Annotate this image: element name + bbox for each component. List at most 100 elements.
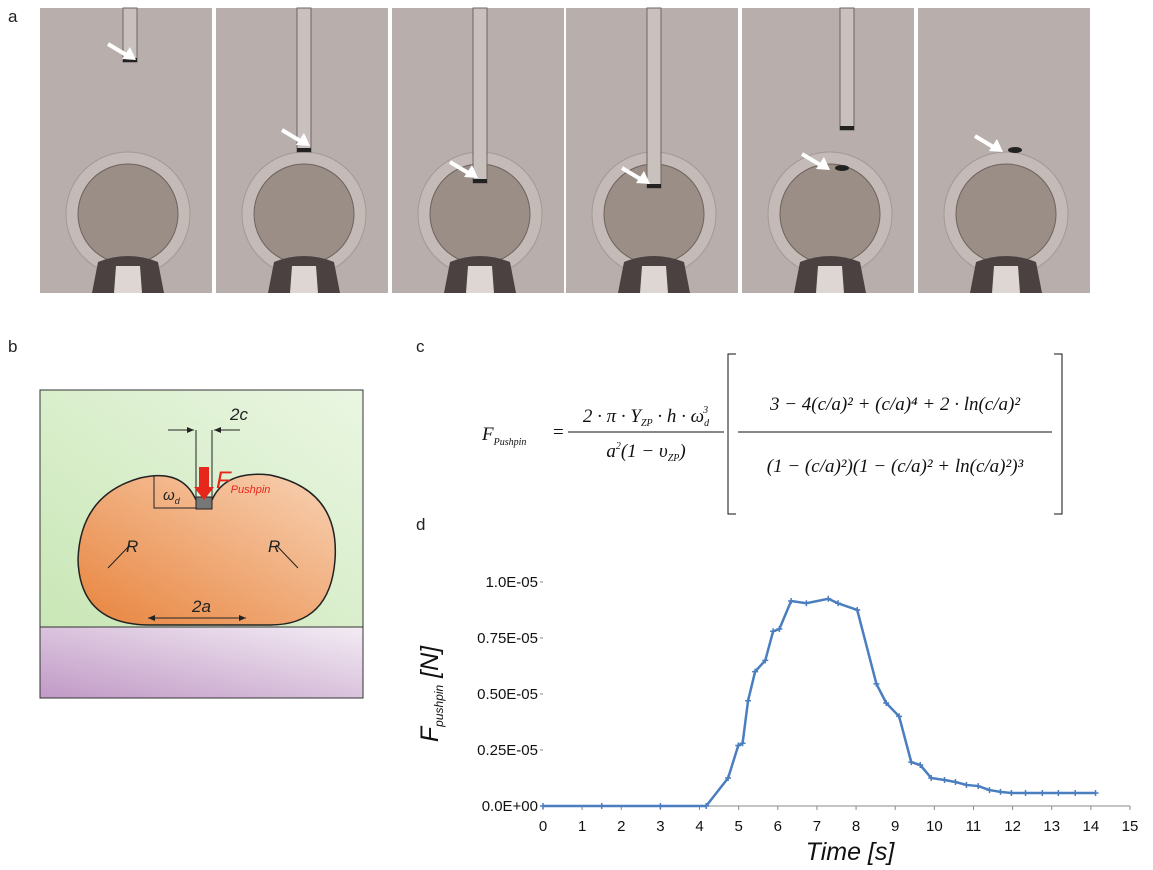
arrow (448, 160, 472, 176)
y-tick-label: 0.75E-05 (477, 630, 538, 647)
pipette (195, 430, 213, 497)
holding-pipette-core (290, 266, 318, 293)
x-tick-label: 2 (617, 818, 625, 835)
radius-label: R (268, 537, 280, 556)
injection-pipette (646, 7, 662, 189)
data-point (540, 803, 546, 809)
injection-pipette (839, 7, 855, 131)
pipette-tip (123, 58, 137, 62)
x-tick-label: 15 (1122, 818, 1139, 835)
arrowhead (296, 133, 310, 146)
data-point (776, 626, 783, 633)
data-point (952, 779, 959, 786)
x-tick-label: 14 (1083, 818, 1100, 835)
x-tick-label: 13 (1043, 818, 1060, 835)
arrow (106, 42, 130, 58)
data-point (963, 781, 970, 788)
data-point (1072, 790, 1079, 797)
pipette-tip (840, 126, 854, 130)
data-point (725, 775, 732, 781)
depth-label: ωd (163, 487, 181, 506)
y-tick-label: 0.50E-05 (477, 686, 538, 703)
data-point (941, 777, 948, 784)
x-tick-label: 7 (813, 818, 821, 835)
data-point (997, 788, 1004, 795)
injection-pipette (472, 7, 488, 184)
data-point (598, 803, 605, 809)
data-point (788, 598, 795, 605)
arrowhead (816, 157, 830, 170)
data-point (1008, 790, 1015, 797)
data-point (825, 595, 832, 602)
x-tick-label: 6 (774, 818, 782, 835)
x-tick-label: 4 (695, 818, 703, 835)
panel-label: a (8, 7, 18, 26)
y-tick-label: 0.25E-05 (477, 742, 538, 759)
radius-line (107, 544, 299, 569)
arrowhead (636, 171, 650, 184)
formula-lhs: FPushpin (481, 424, 526, 448)
base-label: 2a (191, 597, 211, 616)
x-tick-label: 3 (656, 818, 664, 835)
x-tick-label: 12 (1004, 818, 1021, 835)
force-arrow (194, 467, 214, 500)
data-point (986, 787, 993, 794)
holding-pipette-core (466, 266, 494, 293)
data-point (657, 803, 664, 809)
holding-pipette-core (114, 266, 142, 293)
width-label: 2c (229, 405, 248, 424)
dimple (835, 165, 849, 171)
x-tick-label: 10 (926, 818, 943, 835)
substrate (39, 626, 364, 699)
data-point (896, 713, 903, 720)
oocyte (253, 163, 355, 265)
bracket (727, 353, 1063, 515)
arrowhead (989, 139, 1003, 152)
arrow (973, 134, 997, 150)
formula-denominator: a2(1 − υZP) (606, 441, 685, 464)
diagram: 2c FPushpin ωd R R 2a (39, 389, 364, 699)
data-point (854, 607, 861, 613)
x-tick-label: 9 (891, 818, 899, 835)
data-point (803, 600, 810, 607)
injection-pipette (296, 7, 312, 153)
data-point (883, 699, 890, 706)
formula-equals: = (553, 422, 564, 443)
arrow (800, 152, 824, 168)
x-tick-label: 5 (734, 818, 742, 835)
data-point (735, 742, 742, 749)
oocyte (955, 163, 1057, 265)
x-axis-title: Time [s] (806, 838, 896, 866)
depth-line (153, 476, 196, 509)
data-point (1055, 790, 1062, 797)
formula-numerator: 2 · π · YZP · h · ωd3 (583, 405, 710, 429)
x-tick-label: 0 (539, 818, 547, 835)
radius-label: R (126, 537, 138, 556)
data-point (1039, 790, 1046, 797)
panel-label: c (416, 337, 425, 356)
data-point (835, 600, 842, 607)
formula-numerator: 3 − 4(c/a)² + (c/a)⁴ + 2 · ln(c/a)² (769, 394, 1020, 415)
formula: FPushpin = 2 · π · YZP · h · ωd3 a2(1 − … (481, 353, 1063, 515)
data-point (1022, 790, 1029, 797)
arrow (620, 166, 644, 182)
data-point (975, 783, 982, 790)
y-tick-label: 0.0E+00 (482, 798, 538, 815)
arrowhead (464, 165, 478, 178)
data-point (1092, 790, 1099, 797)
y-tick-label: 1.0E-05 (485, 574, 538, 591)
pipette-tip (473, 179, 487, 183)
data-point (917, 762, 924, 769)
data-point (752, 668, 759, 675)
holding-pipette-core (992, 266, 1020, 293)
panel-label: d (416, 515, 425, 534)
chart: Time [s] Fpushpin [N] 0 1 2 3 4 5 6 7 8 9 10 11 12 13… (416, 574, 1138, 866)
pipette-tip (297, 148, 311, 152)
arrow (280, 128, 304, 144)
holding-pipette-core (640, 266, 668, 293)
data-point (908, 759, 915, 766)
y-axis-title: Fpushpin [N] (416, 645, 446, 742)
force-label: FPushpin (216, 467, 270, 496)
